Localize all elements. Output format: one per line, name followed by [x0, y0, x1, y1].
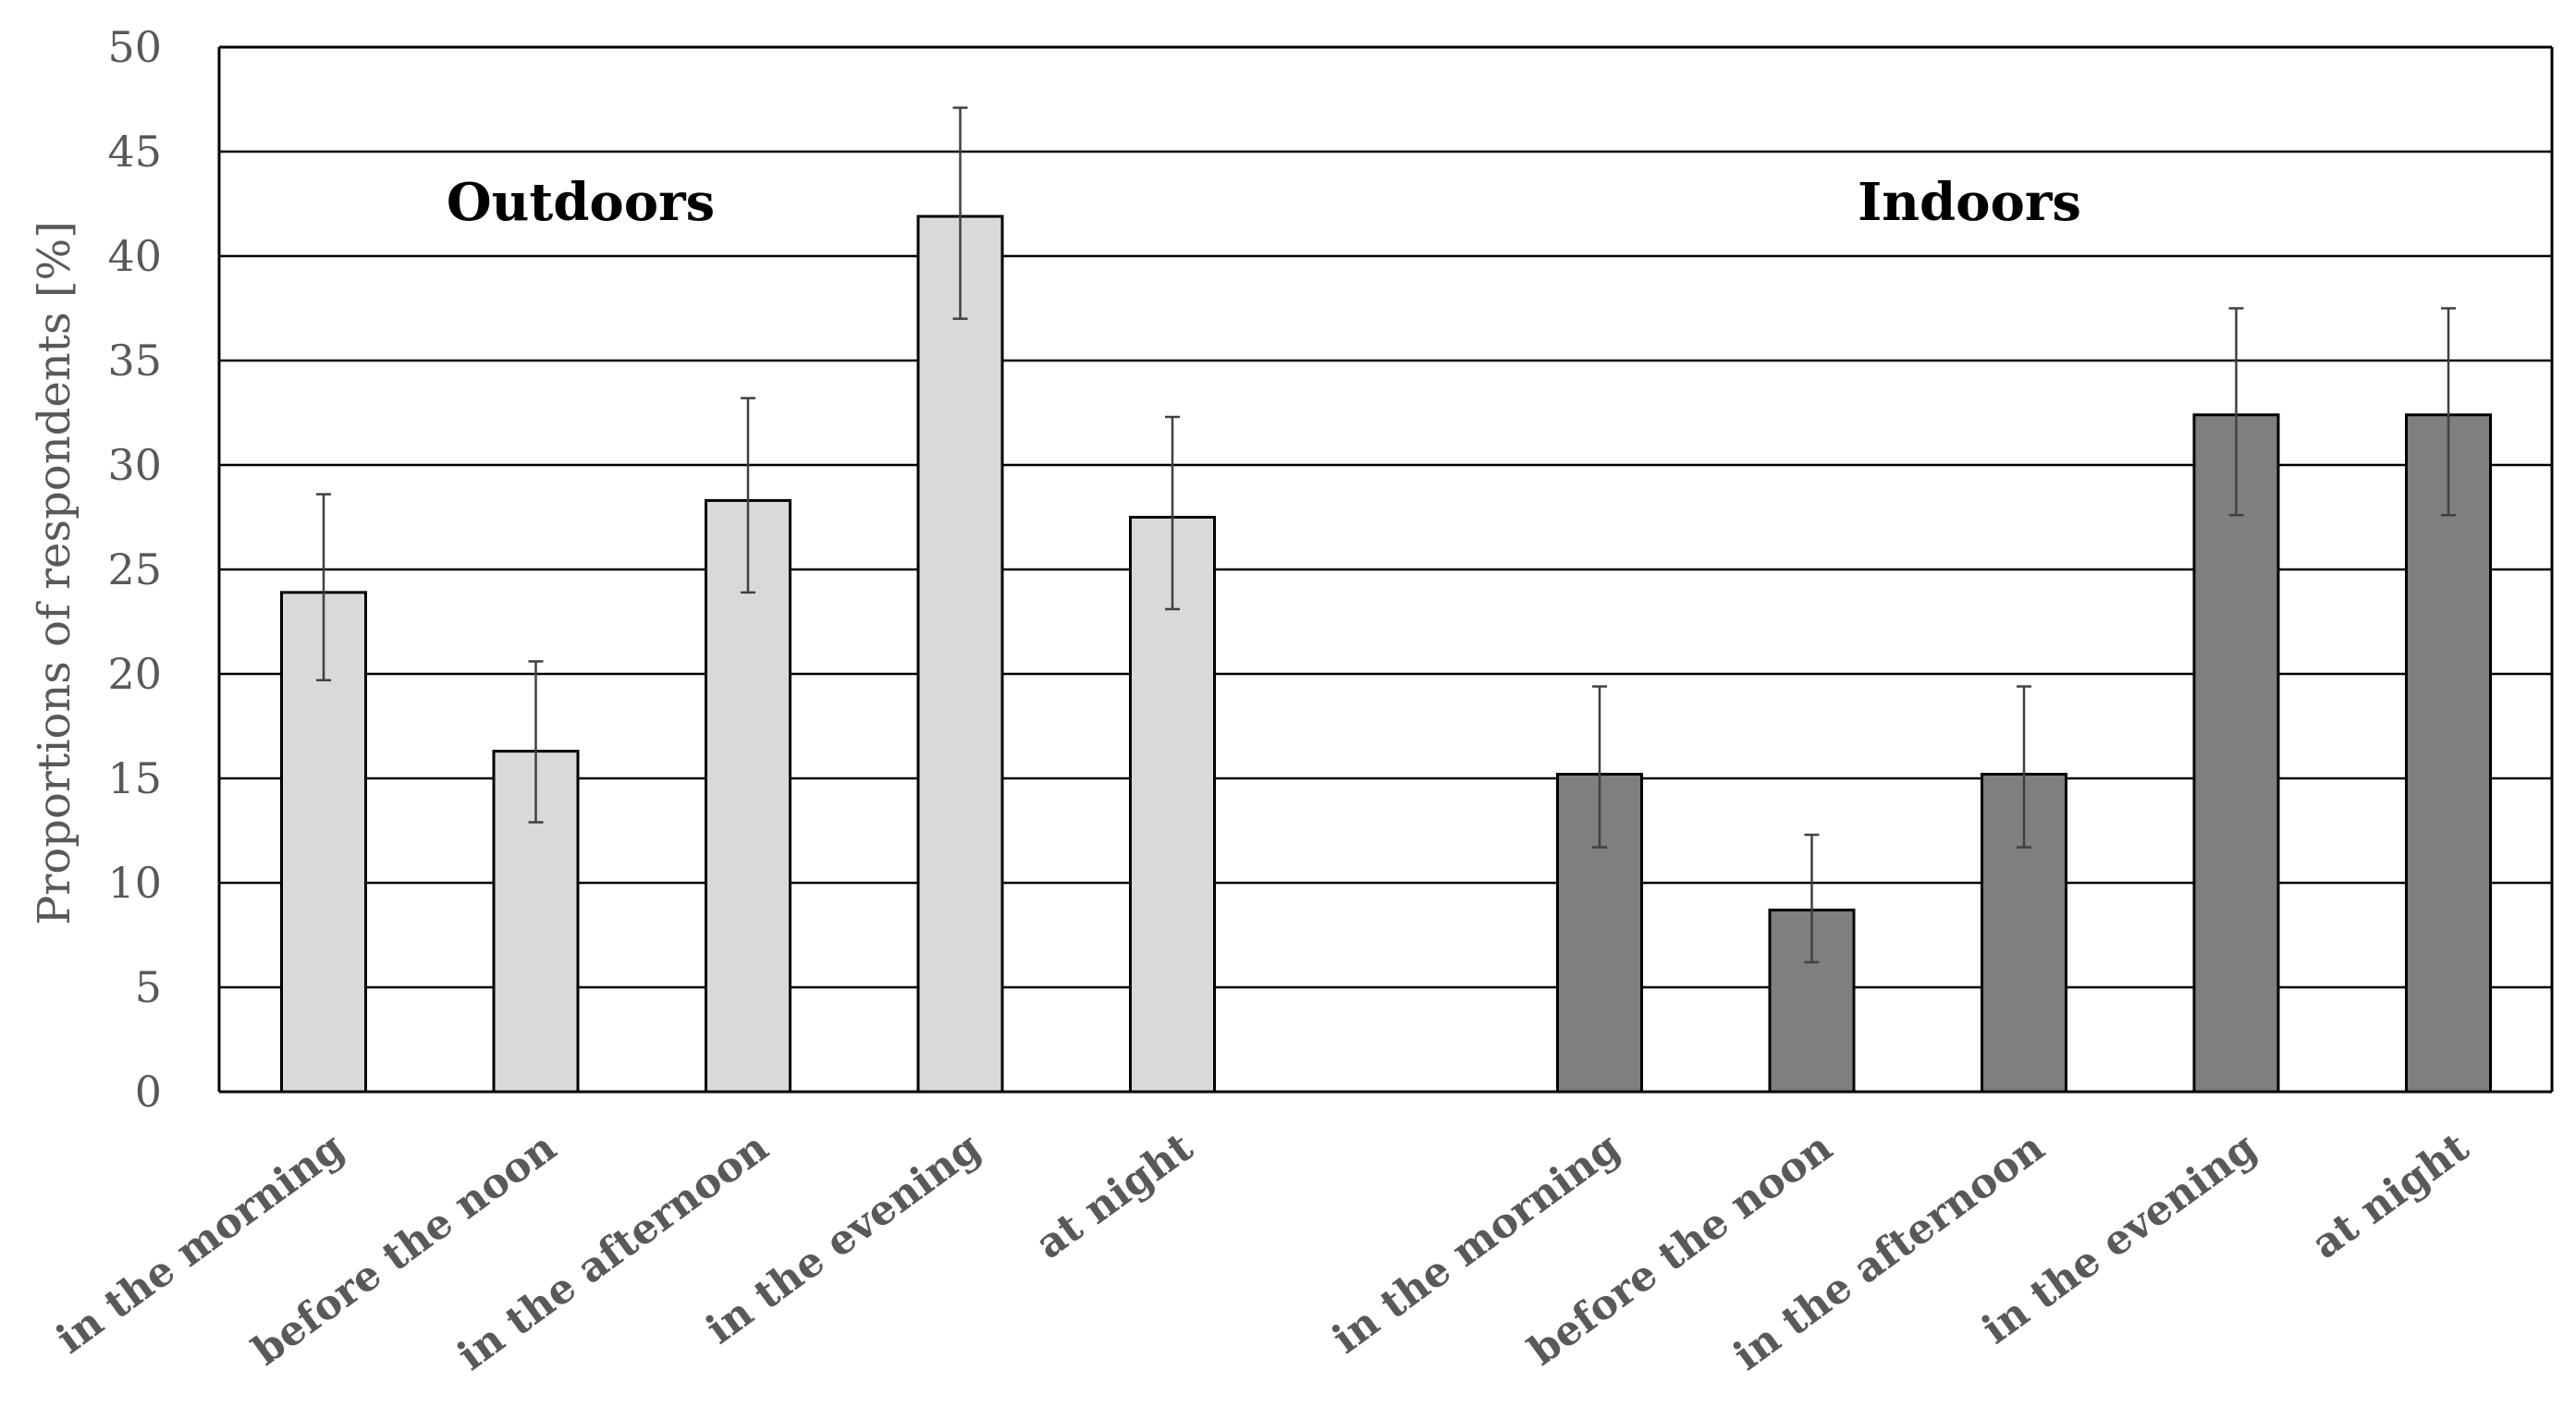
y-tick-label-0: 0	[135, 1067, 162, 1117]
y-tick-label-45: 45	[107, 127, 162, 177]
error-bar-outdoors-2	[741, 397, 755, 594]
x-tick-label-outdoors-4: at night	[1027, 1123, 1202, 1268]
error-bar-outdoors-3	[952, 106, 968, 321]
bar-indoors-3	[2192, 413, 2280, 1094]
group-labels: Outdoors Indoors	[447, 172, 2081, 233]
y-tick-label-5: 5	[135, 962, 162, 1012]
y-tick-label-35: 35	[107, 336, 162, 385]
y-tick-label-40: 40	[107, 231, 162, 281]
x-tick-label-indoors-4: at night	[2303, 1123, 2478, 1268]
y-tick-labels: 0 5 10 15 20 25 30 35 40 45 50	[107, 22, 162, 1117]
bars	[280, 214, 2492, 1094]
error-bar-outdoors-1	[528, 660, 544, 824]
error-bar-indoors-3	[2228, 307, 2244, 517]
y-tick-label-50: 50	[107, 22, 162, 72]
plot-frame	[217, 45, 2554, 1094]
y-tick-label-10: 10	[107, 858, 162, 908]
error-bar-indoors-4	[2441, 307, 2456, 517]
error-bar-outdoors-4	[1165, 415, 1180, 611]
y-tick-label-20: 20	[107, 649, 162, 699]
bar-outdoors-4	[1129, 516, 1216, 1094]
error-bar-outdoors-0	[316, 493, 331, 682]
y-tick-label-25: 25	[107, 544, 162, 594]
group-label-indoors: Indoors	[1858, 172, 2081, 233]
y-tick-label-30: 30	[107, 440, 162, 490]
group-label-outdoors: Outdoors	[447, 172, 715, 233]
bar-outdoors-3	[916, 214, 1004, 1094]
bar-indoors-4	[2405, 413, 2492, 1094]
error-bar-indoors-0	[1592, 685, 1607, 849]
y-axis-label: Proportions of respondents [%]	[29, 221, 80, 925]
y-tick-label-15: 15	[107, 753, 162, 803]
error-bars	[316, 106, 2456, 964]
error-bar-indoors-2	[2017, 685, 2031, 849]
error-bar-indoors-1	[1804, 833, 1820, 964]
